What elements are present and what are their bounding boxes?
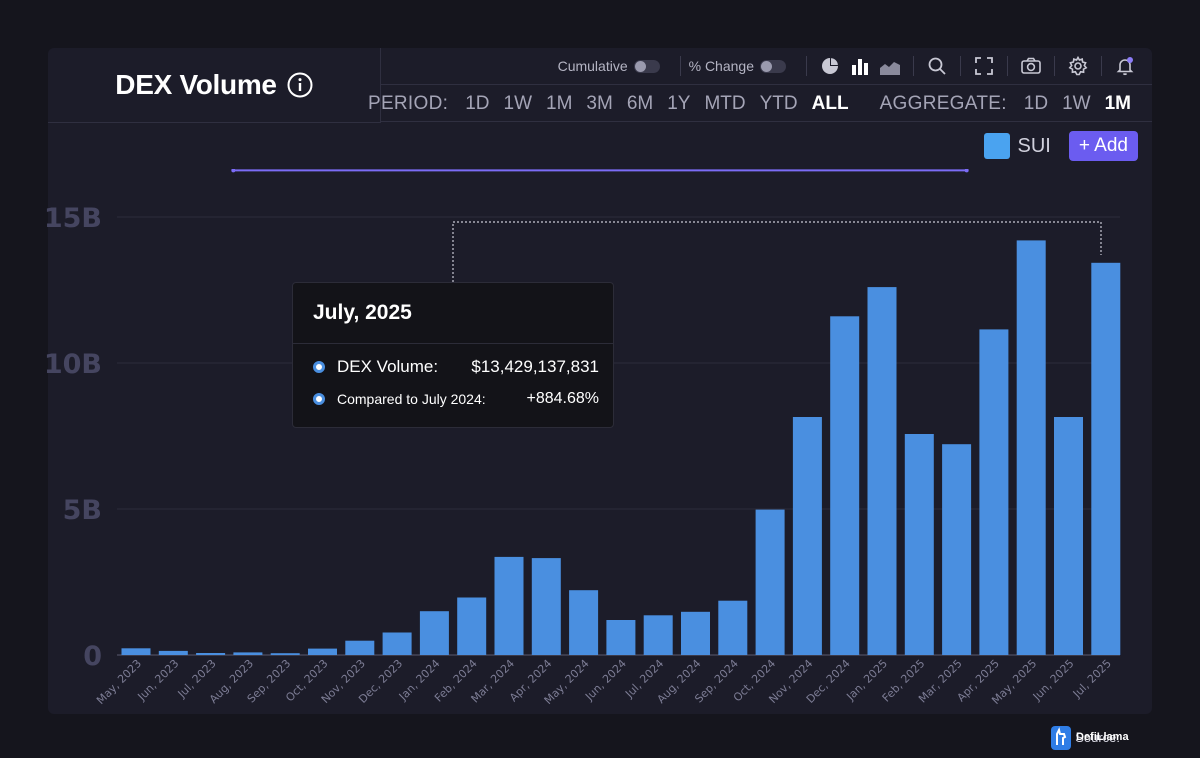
pct-change-toggle[interactable] (760, 59, 786, 73)
pct-change-label: % Change (688, 58, 754, 74)
period-option-ytd[interactable]: YTD (759, 92, 798, 114)
bar[interactable] (1016, 240, 1046, 655)
tooltip-divider (293, 343, 613, 344)
period-label: PERIOD: (367, 92, 449, 114)
y-tick-label: 10B (44, 349, 102, 380)
toolbar-divider (960, 56, 961, 76)
bar[interactable] (419, 611, 449, 655)
bar-chart-icon[interactable] (849, 55, 871, 77)
period-option-all[interactable]: ALL (811, 92, 849, 114)
period-option-1w[interactable]: 1W (503, 92, 533, 114)
tooltip-title: July, 2025 (313, 301, 412, 324)
bar[interactable] (681, 611, 710, 655)
toolbar-divider (679, 56, 681, 76)
bar[interactable] (345, 640, 375, 655)
toolbar-divider (913, 56, 914, 76)
add-series-button[interactable]: + Add (1068, 131, 1138, 161)
bar[interactable] (270, 653, 300, 655)
bar[interactable] (569, 590, 599, 655)
comparison-bracket (452, 221, 1102, 282)
period-option-1y[interactable]: 1Y (667, 92, 691, 114)
bar[interactable] (308, 648, 337, 655)
aggregate-option-1w[interactable]: 1W (1062, 92, 1091, 114)
bar[interactable] (792, 417, 822, 655)
toolbar-top: Cumulative % Change (381, 48, 1152, 85)
bar[interactable] (606, 620, 636, 655)
area-chart-icon[interactable] (879, 55, 901, 77)
tooltip-key-compare: Compared to July 2024: (337, 391, 486, 407)
page-title: DEX Volume (115, 69, 277, 100)
range-brush[interactable] (48, 169, 1152, 173)
bar[interactable] (718, 600, 748, 655)
bar[interactable] (643, 615, 673, 655)
legend-swatch-sui[interactable] (983, 133, 1010, 159)
bar[interactable] (904, 434, 934, 655)
x-tick-label: Jul, 2025 (1070, 657, 1114, 701)
bar[interactable] (494, 556, 524, 655)
title-box: DEX Volume (48, 48, 381, 123)
bar[interactable] (233, 652, 263, 655)
bar[interactable] (531, 558, 561, 655)
source-label: Source: (1075, 730, 1120, 745)
period-toolbar: PERIOD: 1D 1W 1M 3M 6M 1Y MTD YTD ALL AG… (368, 86, 1152, 122)
bar[interactable] (942, 444, 972, 655)
y-tick-label: 5B (63, 495, 102, 526)
search-icon[interactable] (926, 55, 948, 77)
pie-chart-icon[interactable] (819, 55, 841, 77)
y-tick-label: 15B (44, 203, 102, 234)
tooltip-row-compare: Compared to July 2024: +884.68% (313, 390, 599, 408)
period-option-1d[interactable]: 1D (465, 92, 490, 114)
tooltip-dot (313, 361, 325, 373)
bar[interactable] (755, 509, 785, 655)
brand-name[interactable]: DefiLlama (1076, 731, 1129, 743)
period-option-3m[interactable]: 3M (586, 92, 613, 114)
chart-tooltip: July, 2025 DEX Volume: $13,429,137,831 C… (292, 282, 614, 428)
bar[interactable] (382, 632, 412, 656)
chart-card: DEX Volume Cumulative % Change (48, 48, 1152, 714)
legend-label-sui[interactable]: SUI (1017, 134, 1051, 157)
toolbar-divider (1007, 56, 1008, 76)
period-option-mtd[interactable]: MTD (704, 92, 746, 114)
tooltip-key-volume: DEX Volume: (337, 357, 439, 376)
bar[interactable] (121, 648, 151, 655)
gear-icon[interactable] (1067, 55, 1089, 77)
bar[interactable] (196, 653, 226, 655)
tooltip-row-volume: DEX Volume: $13,429,137,831 (313, 357, 599, 377)
period-option-6m[interactable]: 6M (626, 92, 654, 114)
period-option-1m[interactable]: 1M (546, 92, 573, 114)
toolbar-divider (1101, 56, 1102, 76)
defillama-logo-icon[interactable] (1050, 725, 1072, 751)
cumulative-toggle[interactable] (633, 59, 660, 73)
tooltip-dot (313, 393, 325, 405)
legend: SUI + Add (983, 131, 1138, 161)
bell-icon[interactable] (1114, 55, 1136, 77)
y-tick-label: 0 (83, 641, 102, 672)
bar[interactable] (979, 329, 1009, 655)
fullscreen-icon[interactable] (973, 55, 995, 77)
toolbar-divider (806, 56, 807, 76)
cumulative-label: Cumulative (557, 58, 628, 74)
aggregate-label: AGGREGATE: (879, 92, 1007, 114)
bar[interactable] (1054, 417, 1083, 655)
bar[interactable] (158, 650, 188, 655)
tooltip-value-compare: +884.68% (526, 390, 599, 407)
info-icon[interactable] (287, 72, 313, 98)
bar[interactable] (830, 316, 860, 655)
bar[interactable] (457, 597, 487, 656)
bar[interactable] (867, 287, 897, 655)
tooltip-value-volume: $13,429,137,831 (471, 357, 599, 376)
aggregate-option-1d[interactable]: 1D (1023, 92, 1049, 114)
toolbar-divider (1054, 56, 1055, 76)
aggregate-option-1m[interactable]: 1M (1104, 92, 1131, 114)
camera-icon[interactable] (1020, 55, 1042, 77)
bar[interactable] (1091, 262, 1121, 655)
